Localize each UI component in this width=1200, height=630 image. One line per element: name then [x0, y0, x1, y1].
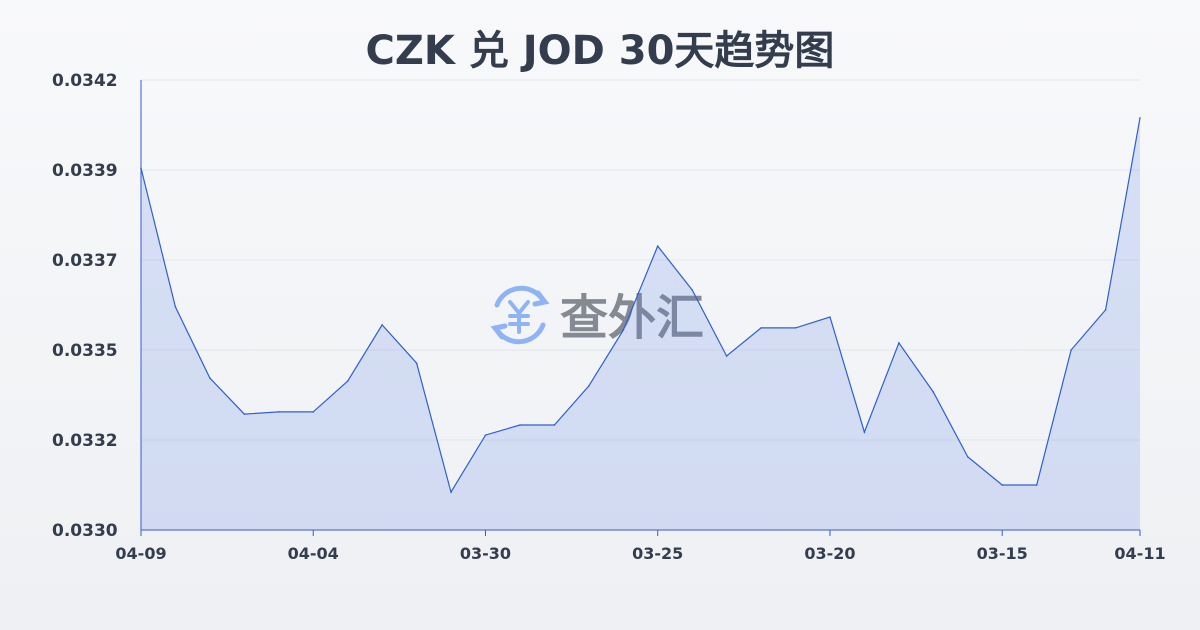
data-point — [1139, 117, 1141, 119]
data-point — [863, 431, 866, 433]
watermark-text: 查外汇 — [560, 290, 704, 346]
data-point — [829, 316, 831, 318]
data-point — [450, 491, 452, 493]
data-point — [1001, 484, 1004, 486]
data-point — [966, 456, 969, 458]
x-tick-label: 03-30 — [460, 544, 511, 563]
y-tick-label: 0.0339 — [52, 161, 118, 181]
data-point — [622, 329, 625, 331]
x-tick-label: 03-25 — [632, 544, 683, 563]
watermark: 查外汇 — [490, 285, 704, 346]
data-point — [312, 411, 315, 413]
data-point — [1104, 309, 1107, 311]
data-point — [209, 377, 211, 379]
data-point — [691, 289, 693, 291]
data-point — [588, 385, 590, 387]
data-point — [553, 424, 556, 426]
data-point — [174, 306, 177, 308]
data-point — [794, 327, 797, 329]
y-tick-label: 0.0332 — [52, 431, 118, 451]
x-tick-label: 04-04 — [288, 544, 339, 563]
data-point — [725, 355, 728, 357]
series-line — [140, 117, 1141, 494]
data-point — [760, 327, 762, 329]
data-point — [381, 324, 383, 326]
chart-title: CZK 兑 JOD 30天趋势图 — [365, 28, 835, 74]
y-tick-label: 0.0342 — [52, 71, 118, 91]
data-point — [1070, 349, 1072, 351]
data-point — [484, 434, 487, 436]
data-point — [346, 380, 349, 382]
data-point — [1035, 484, 1038, 486]
data-point — [277, 411, 280, 413]
area-fill — [141, 117, 1140, 531]
data-point — [415, 362, 418, 364]
data-point — [140, 167, 142, 169]
x-tick-label: 04-11 — [1114, 544, 1165, 563]
data-point — [519, 424, 521, 426]
data-point — [656, 245, 659, 247]
y-tick-label: 0.0330 — [52, 521, 118, 541]
y-tick-label: 0.0335 — [52, 341, 118, 361]
yen-exchange-icon — [490, 285, 550, 345]
x-tick-label: 03-15 — [977, 544, 1028, 563]
y-tick-label: 0.0337 — [52, 251, 118, 271]
data-point — [243, 413, 246, 415]
data-point — [932, 391, 935, 393]
x-tick-label: 03-20 — [804, 544, 855, 563]
data-point — [898, 342, 900, 344]
x-tick-label: 04-09 — [115, 544, 166, 563]
